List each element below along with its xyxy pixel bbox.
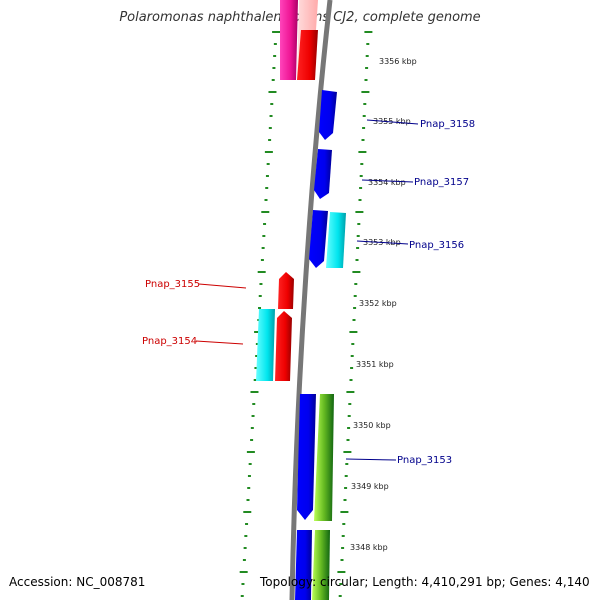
kbp-scale: 3356 kbp 3355 kbp 3354 kbp 3353 kbp 3352… bbox=[350, 57, 417, 552]
accession-text: Accession: NC_008781 bbox=[9, 575, 146, 589]
gene-arrow-pnap-3156 bbox=[309, 210, 328, 268]
gene-arrow-green-3153 bbox=[314, 394, 334, 521]
kbp-label: 3354 kbp bbox=[368, 178, 406, 187]
gene-label-pnap-3153: Pnap_3153 bbox=[397, 455, 452, 466]
gene-arrow-pnap-3153 bbox=[297, 394, 316, 520]
ruler-ticks-right bbox=[337, 31, 373, 597]
gene-arrow-green-bottom bbox=[312, 530, 330, 600]
kbp-label: 3352 kbp bbox=[359, 299, 397, 308]
gene-arrow-pnap-3158 bbox=[319, 90, 337, 140]
kbp-label: 3350 kbp bbox=[353, 421, 391, 430]
kbp-label: 3349 kbp bbox=[351, 482, 389, 491]
gene-label-pnap-3156: Pnap_3156 bbox=[409, 240, 464, 251]
gene-label-pnap-3158: Pnap_3158 bbox=[420, 119, 475, 130]
ruler-ticks-left bbox=[239, 31, 281, 597]
topology-text: Topology: circular; Length: 4,410,291 bp… bbox=[260, 575, 590, 589]
gene-arrow-magenta bbox=[280, 0, 298, 80]
gene-arrow-red-top bbox=[297, 30, 318, 80]
gene-arrow-blue-bottom bbox=[295, 530, 312, 600]
genome-backbone bbox=[289, 0, 333, 600]
gene-label-pnap-3155: Pnap_3155 bbox=[145, 279, 200, 290]
gene-label-leaders bbox=[195, 119, 419, 461]
kbp-label: 3351 kbp bbox=[356, 360, 394, 369]
gene-arrow-pnap-3157 bbox=[314, 149, 332, 199]
gene-arrow-red-3154 bbox=[275, 311, 292, 381]
gene-arrow-pnap-3154 bbox=[256, 309, 275, 381]
kbp-label: 3356 kbp bbox=[379, 57, 417, 66]
kbp-label: 3348 kbp bbox=[350, 543, 388, 552]
gene-arrow-pnap-3155 bbox=[278, 272, 294, 309]
gene-label-pnap-3157: Pnap_3157 bbox=[414, 177, 469, 188]
gene-label-pnap-3154: Pnap_3154 bbox=[142, 336, 197, 347]
gene-arrow-cyan-3156 bbox=[326, 212, 346, 268]
